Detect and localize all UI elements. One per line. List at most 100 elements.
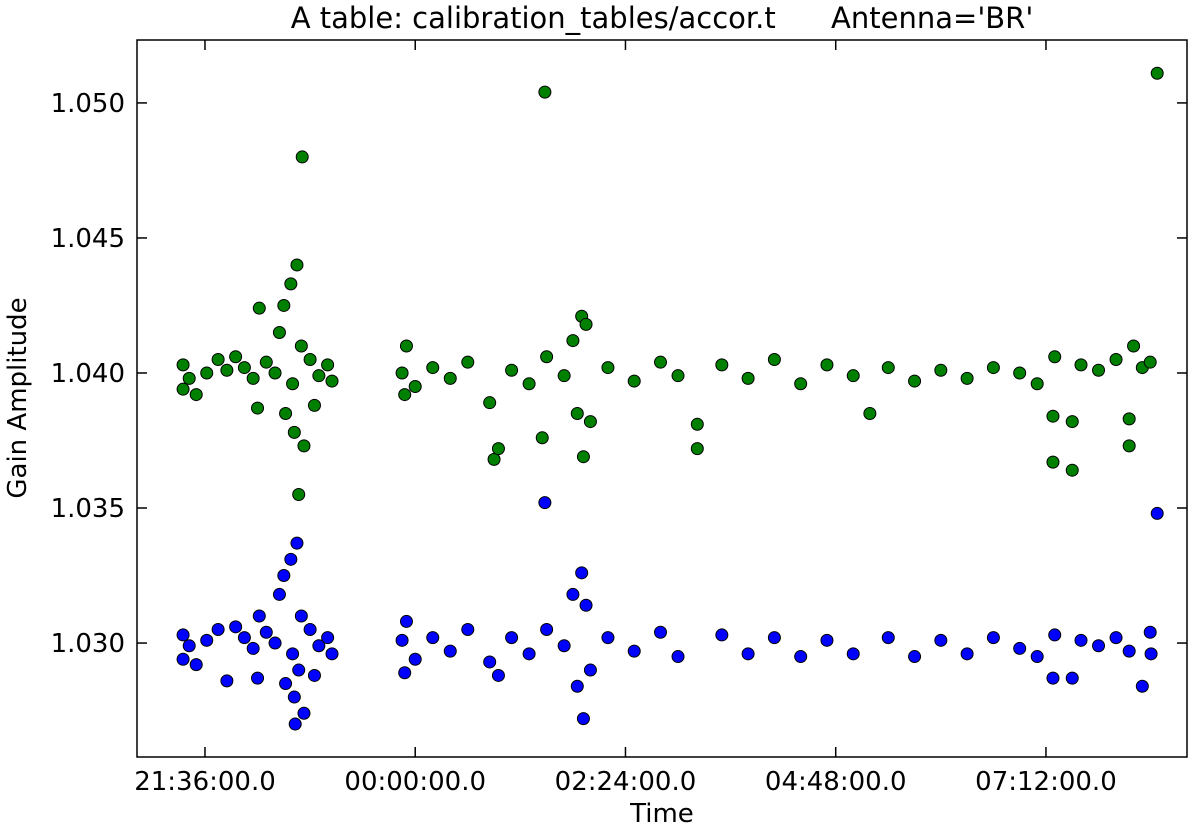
data-point <box>246 371 260 385</box>
data-point <box>408 379 422 393</box>
data-point <box>287 425 301 439</box>
data-point <box>176 652 190 666</box>
data-point <box>863 406 877 420</box>
data-point <box>1127 339 1141 353</box>
data-point <box>491 442 505 456</box>
data-point <box>287 690 301 704</box>
data-point <box>272 587 286 601</box>
data-point <box>200 366 214 380</box>
data-point <box>1074 633 1088 647</box>
data-point <box>294 609 308 623</box>
data-point <box>303 623 317 637</box>
data-point <box>601 631 615 645</box>
data-point <box>579 317 593 331</box>
data-point <box>211 352 225 366</box>
data-point <box>303 352 317 366</box>
data-point <box>491 668 505 682</box>
data-point <box>461 355 475 369</box>
data-point <box>398 388 412 402</box>
data-point <box>627 374 641 388</box>
y-axis-label: Gain Amplitude <box>3 297 33 498</box>
data-point <box>570 406 584 420</box>
data-point <box>671 650 685 664</box>
data-point <box>505 363 519 377</box>
data-point <box>182 639 196 653</box>
data-point <box>654 355 668 369</box>
y-tick-label: 1.040 <box>51 359 125 389</box>
chart-title: A table: calibration_tables/accor.t Ante… <box>291 1 1034 35</box>
data-point <box>846 647 860 661</box>
data-point <box>715 628 729 642</box>
y-tick-label: 1.035 <box>51 494 125 524</box>
data-point <box>881 631 895 645</box>
data-point <box>1143 625 1157 639</box>
data-point <box>794 650 808 664</box>
data-point <box>1046 671 1060 685</box>
data-point <box>1109 352 1123 366</box>
data-point <box>505 631 519 645</box>
data-point <box>307 398 321 412</box>
data-point <box>1030 650 1044 664</box>
data-point <box>908 650 922 664</box>
data-point <box>286 377 300 391</box>
x-tick-label: 00:00:00.0 <box>344 767 486 797</box>
data-point <box>290 258 304 272</box>
data-point <box>538 496 552 510</box>
x-tick-label: 21:36:00.0 <box>134 767 276 797</box>
data-point <box>601 361 615 375</box>
data-point <box>483 655 497 669</box>
data-point <box>321 631 335 645</box>
data-point <box>297 439 311 453</box>
data-point <box>1046 455 1060 469</box>
data-point <box>272 325 286 339</box>
data-point <box>654 625 668 639</box>
data-point <box>741 371 755 385</box>
data-point <box>325 374 339 388</box>
data-point <box>566 587 580 601</box>
plot-frame <box>136 39 1188 758</box>
data-point <box>1150 66 1164 80</box>
data-point <box>395 633 409 647</box>
data-point <box>307 668 321 682</box>
data-point <box>690 442 704 456</box>
data-point <box>288 717 302 731</box>
data-point <box>395 366 409 380</box>
data-point <box>176 358 190 372</box>
data-point <box>1013 366 1027 380</box>
data-point <box>487 452 501 466</box>
x-axis-label: Time <box>629 799 694 828</box>
data-point <box>237 361 251 375</box>
data-point <box>820 633 834 647</box>
data-point <box>1065 463 1079 477</box>
data-point <box>583 663 597 677</box>
data-point <box>211 623 225 637</box>
data-point <box>934 363 948 377</box>
data-point <box>277 298 291 312</box>
data-point <box>1143 355 1157 369</box>
data-point <box>715 358 729 372</box>
data-point <box>1048 628 1062 642</box>
data-point <box>443 644 457 658</box>
data-point <box>176 382 190 396</box>
data-point <box>1013 641 1027 655</box>
data-point <box>292 663 306 677</box>
data-point <box>246 641 260 655</box>
data-point <box>290 536 304 550</box>
data-point <box>1109 631 1123 645</box>
data-point <box>540 350 554 364</box>
data-point <box>284 552 298 566</box>
data-point <box>252 301 266 315</box>
data-point <box>986 631 1000 645</box>
data-point <box>398 666 412 680</box>
data-point <box>794 377 808 391</box>
data-point <box>426 631 440 645</box>
data-point <box>557 639 571 653</box>
data-point <box>251 401 265 415</box>
data-point <box>820 358 834 372</box>
data-point <box>200 633 214 647</box>
data-point <box>279 406 293 420</box>
data-point <box>251 671 265 685</box>
data-point <box>1122 644 1136 658</box>
data-point <box>960 371 974 385</box>
data-point <box>1150 506 1164 520</box>
